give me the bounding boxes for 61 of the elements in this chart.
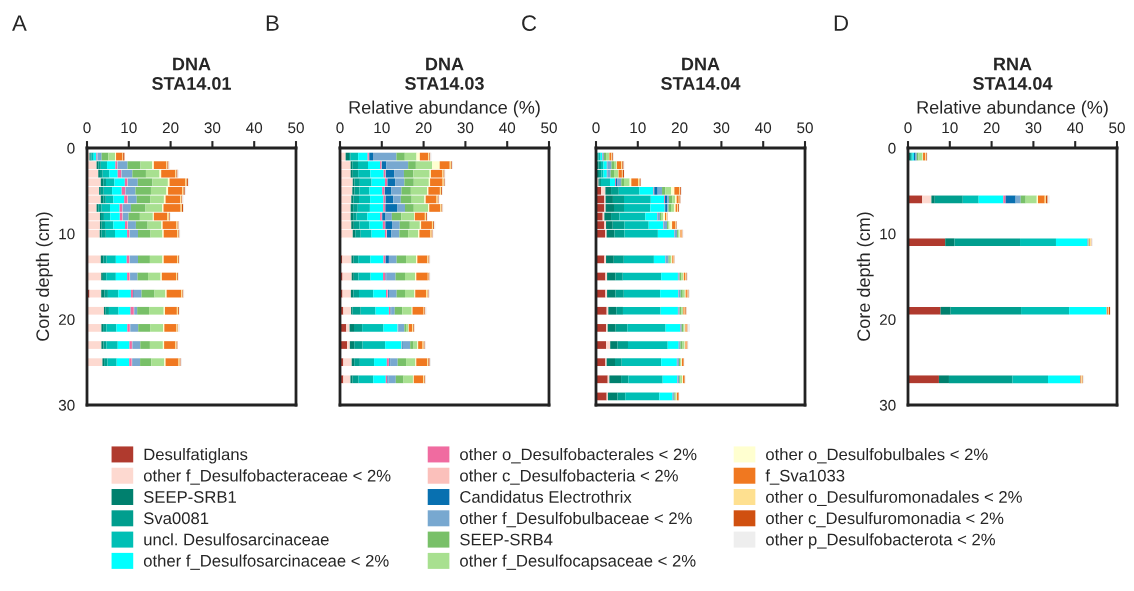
x-tick-label: 0	[904, 122, 912, 134]
x-tick-label: 40	[499, 122, 516, 134]
x-tick-label: 20	[162, 122, 179, 134]
text: C	[522, 15, 537, 31]
y-axis-title: Core depth (cm)	[35, 212, 53, 341]
x-tick-label: 0	[83, 122, 91, 134]
legend-label: SEEP-SRB4	[460, 533, 553, 546]
y-tick-label: 10	[59, 228, 75, 240]
legend-label: Sva0081	[143, 512, 209, 525]
x-tick-label: 20	[983, 122, 1000, 134]
legend-label: other c_Desulfobacteria < 2%	[460, 469, 678, 485]
y-tick-label: 0	[888, 142, 896, 154]
x-tick-label: 10	[374, 122, 390, 134]
legend-label: other f_Desulfobulbaceae < 2%	[460, 511, 692, 528]
legend-label: other f_Desulfobacteraceae < 2%	[143, 469, 391, 485]
legend-label: Desulfatiglans	[144, 448, 248, 464]
chart-title: DNA STA14.03	[405, 57, 484, 90]
legend-label: other f_Desulfocapsaceae < 2%	[460, 554, 696, 571]
y-tick-label: 20	[879, 314, 896, 326]
x-tick-label: 10	[942, 122, 958, 134]
x-tick-label: 20	[415, 122, 432, 134]
x-tick-label: 50	[797, 122, 813, 134]
legend-label: other o_Desulfuromonadales < 2%	[766, 490, 1022, 506]
legend-label: Candidatus Electrothrix	[460, 490, 632, 503]
legend-label: other o_Desulfobacterales < 2%	[460, 448, 697, 464]
x-tick-label: 10	[121, 122, 137, 134]
text: D	[834, 15, 848, 31]
x-tick-label: 0	[336, 122, 344, 134]
x-tick-label: 40	[1067, 122, 1084, 134]
x-tick-label: 40	[755, 122, 772, 134]
text: B	[266, 15, 279, 31]
x-tick-label: 30	[1025, 122, 1042, 134]
legend-label: other o_Desulfobulbales < 2%	[766, 448, 988, 464]
x-axis-title: Relative abundance (%)	[349, 100, 540, 118]
y-tick-label: 10	[880, 228, 896, 240]
x-tick-label: 30	[713, 122, 730, 134]
x-tick-label: 50	[1109, 122, 1125, 134]
x-tick-label: 10	[630, 122, 646, 134]
chart-title: RNA STA14.04	[973, 57, 1053, 90]
chart-title: DNA STA14.04	[661, 57, 741, 90]
x-tick-label: 40	[246, 122, 263, 134]
legend-label: f_Sva1033	[765, 469, 845, 485]
y-tick-label: 30	[58, 399, 75, 411]
x-tick-label: 0	[592, 122, 600, 134]
x-tick-label: 20	[671, 122, 688, 134]
chart-title: DNA STA14.01	[152, 57, 231, 90]
y-axis-title: Core depth (cm)	[856, 212, 874, 341]
x-tick-label: 50	[541, 122, 557, 134]
x-tick-label: 30	[204, 122, 221, 134]
legend-label: other f_Desulfosarcinaceae < 2%	[143, 554, 389, 570]
x-axis-title: Relative abundance (%)	[917, 100, 1108, 118]
y-tick-label: 30	[879, 399, 896, 411]
y-tick-label: 20	[58, 314, 75, 326]
x-tick-label: 30	[457, 122, 474, 134]
legend-label: SEEP-SRB1	[143, 491, 236, 503]
text: A	[12, 15, 27, 31]
legend-label: other c_Desulfuromonadia < 2%	[766, 511, 1004, 528]
legend-label: other p_Desulfobacterota < 2%	[766, 533, 995, 549]
y-tick-label: 0	[67, 142, 75, 154]
x-tick-label: 50	[288, 122, 304, 134]
legend-label: uncl. Desulfosarcinaceae	[144, 533, 329, 546]
